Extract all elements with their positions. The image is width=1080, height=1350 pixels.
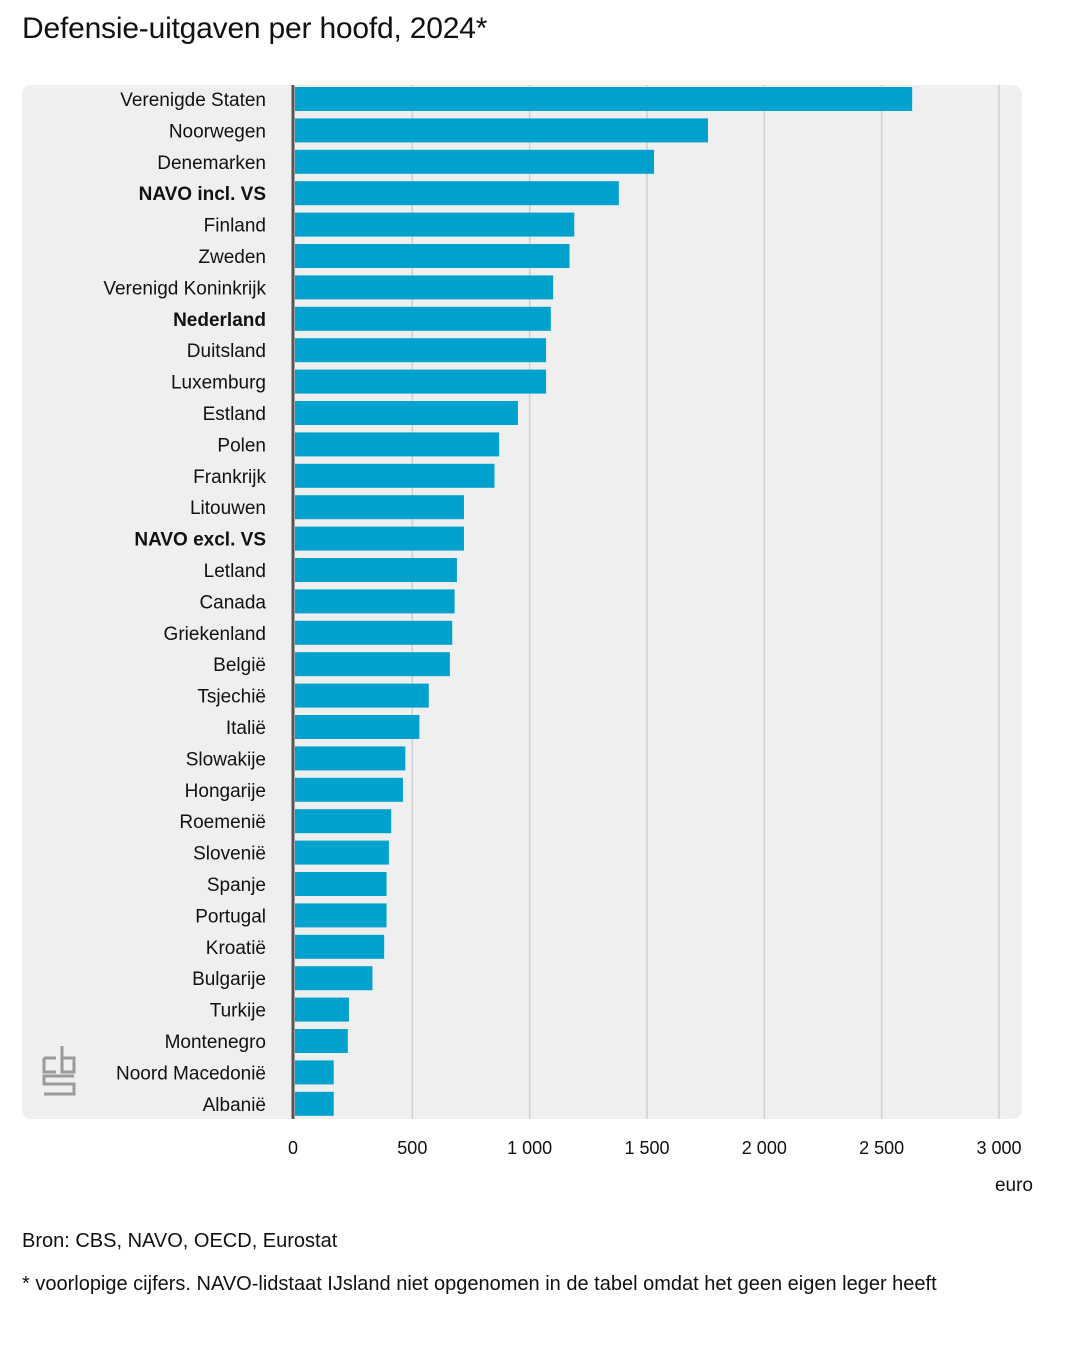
category-label: Portugal (195, 906, 266, 927)
chart-title: Defensie-uitgaven per hoofd, 2024* (22, 12, 488, 45)
bar (295, 275, 554, 300)
bar (295, 966, 373, 991)
category-label: Polen (217, 435, 266, 456)
bar (295, 463, 495, 488)
x-tick-label: 1 500 (624, 1138, 669, 1158)
x-axis-label: euro (995, 1175, 1033, 1196)
footnote: * voorlopige cijfers. NAVO-lidstaat IJsl… (22, 1273, 937, 1295)
category-label: Spanje (207, 875, 266, 896)
category-label: Duitsland (187, 341, 266, 362)
category-label: Finland (204, 216, 266, 237)
bar (295, 118, 709, 143)
category-label: Noorwegen (169, 121, 266, 142)
category-label: België (213, 655, 266, 676)
bar (295, 1091, 334, 1116)
x-tick-label: 500 (397, 1138, 427, 1158)
category-label: Bulgarije (192, 969, 266, 990)
category-label: Estland (203, 404, 266, 425)
bar (295, 589, 455, 614)
category-label: Verenigd Koninkrijk (103, 278, 266, 299)
bar (295, 306, 551, 331)
category-label: Slowakije (186, 749, 266, 770)
x-tick-label: 2 000 (742, 1138, 787, 1158)
category-label: Luxemburg (171, 373, 266, 394)
x-tick-label: 0 (288, 1138, 298, 1158)
category-label: Denemarken (157, 153, 266, 174)
category-label: Montenegro (165, 1032, 266, 1053)
category-label: Noord Macedonië (116, 1063, 266, 1084)
category-label: Hongarije (185, 781, 266, 802)
bar (295, 777, 403, 802)
category-label: Canada (199, 592, 266, 613)
category-label: Roemenië (179, 812, 266, 833)
bar (295, 1029, 348, 1053)
x-axis-ticks: 0 500 1 000 1 500 2 000 2 500 3 000 (288, 1138, 1022, 1158)
category-label: Nederland (173, 310, 266, 331)
bar (295, 715, 420, 739)
category-label: Griekenland (164, 624, 266, 645)
bar (295, 934, 385, 959)
cbs-logo-icon (42, 1046, 76, 1096)
category-label: Albanië (203, 1095, 266, 1116)
x-tick-label: 1 000 (507, 1138, 552, 1158)
bar (295, 558, 457, 582)
category-label: Tsjechië (197, 687, 266, 708)
bar (295, 652, 450, 677)
bar (295, 495, 464, 520)
bar (295, 683, 429, 708)
bar (295, 401, 518, 425)
category-label: Zweden (198, 247, 266, 268)
bar (295, 369, 547, 394)
bar (295, 338, 547, 363)
bar (295, 746, 406, 771)
category-label: Frankrijk (193, 467, 266, 488)
x-tick-label: 2 500 (859, 1138, 904, 1158)
category-label: Litouwen (190, 498, 266, 519)
category-label: Kroatië (206, 938, 266, 959)
category-label: NAVO excl. VS (134, 530, 266, 551)
category-label: Italië (226, 718, 266, 739)
bar (295, 149, 655, 174)
bar (295, 87, 913, 111)
bar (295, 872, 387, 896)
bars (295, 87, 913, 1116)
bar (295, 212, 575, 237)
bar (295, 181, 619, 206)
category-label: Letland (204, 561, 266, 582)
category-label: Turkije (210, 1001, 266, 1022)
category-label: Slovenië (193, 844, 266, 865)
source-note: Bron: CBS, NAVO, OECD, Eurostat (22, 1230, 338, 1252)
bar (295, 244, 570, 268)
bar (295, 809, 392, 834)
chart-panel (22, 85, 1022, 1119)
bar (295, 620, 453, 645)
bar (295, 432, 500, 457)
bar (295, 840, 389, 865)
category-labels: Verenigde Staten Noorwegen Denemarken NAVO … (103, 90, 266, 1116)
bar (295, 526, 464, 551)
bar (295, 903, 387, 928)
category-label: NAVO incl. VS (139, 184, 266, 205)
bar (295, 1060, 334, 1085)
x-tick-label: 3 000 (976, 1138, 1021, 1158)
bar-chart: Verenigde Staten Noorwegen Denemarken NAVO … (22, 85, 1033, 1196)
bar (295, 997, 349, 1022)
category-label: Verenigde Staten (120, 90, 266, 111)
